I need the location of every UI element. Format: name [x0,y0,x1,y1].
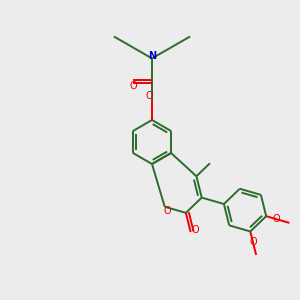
Text: O: O [273,214,280,224]
Text: O: O [192,225,200,235]
Text: O: O [249,237,257,247]
Text: O: O [164,206,172,216]
Text: O: O [145,91,153,101]
Text: N: N [148,51,156,62]
Text: O: O [130,81,137,92]
